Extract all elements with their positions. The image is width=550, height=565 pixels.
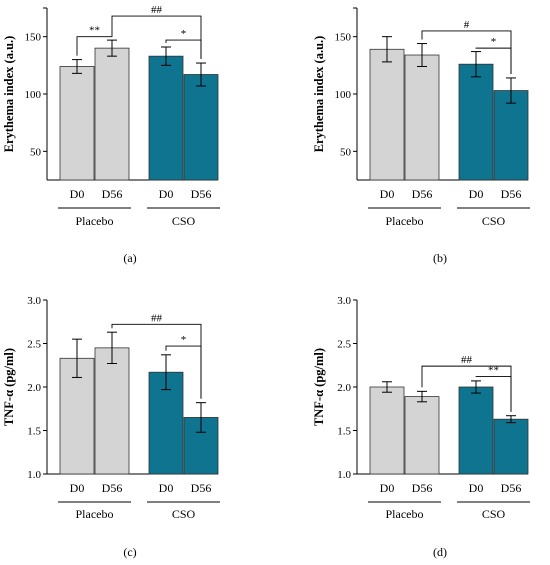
y-tick-label: 2.0 <box>27 382 41 394</box>
group-label: CSO <box>172 507 196 521</box>
y-tick-label: 100 <box>25 89 42 101</box>
y-tick-label: 1.0 <box>337 469 351 481</box>
category-label: D0 <box>159 187 174 201</box>
significance-marker: * <box>491 36 497 48</box>
category-label: D56 <box>191 481 212 495</box>
bar <box>404 54 440 181</box>
significance-marker: ** <box>488 365 499 377</box>
group-label: Placebo <box>76 214 114 228</box>
significance-bracket <box>76 36 113 56</box>
y-tick-label: 50 <box>30 146 42 158</box>
y-tick-label: 100 <box>335 89 352 101</box>
group-label: Placebo <box>386 507 424 521</box>
y-axis-label: Erythema index (a.u.) <box>312 36 326 153</box>
significance-marker: ** <box>89 25 100 37</box>
significance-bracket <box>475 376 512 412</box>
panel-b: 50 100 150 Erythema index (a.u.) D0 D56 D0 D56 P… <box>312 7 530 265</box>
group-label: Placebo <box>76 507 114 521</box>
group-label: CSO <box>482 214 506 228</box>
bar <box>369 48 405 181</box>
category-label: D0 <box>469 187 484 201</box>
y-tick-label: 3.0 <box>337 295 351 307</box>
category-label: D56 <box>412 481 433 495</box>
y-tick-label: 1.5 <box>337 426 351 438</box>
y-axis-label: TNF-α (pg/ml) <box>312 348 326 426</box>
y-tick-label: 2.5 <box>27 339 41 351</box>
category-label: D56 <box>102 481 123 495</box>
y-axis-label: TNF-α (pg/ml) <box>2 348 16 426</box>
bar <box>94 347 130 475</box>
y-tick-label: 50 <box>340 146 352 158</box>
category-label: D0 <box>70 187 85 201</box>
significance-marker: # <box>464 19 470 31</box>
significance-marker: ## <box>151 4 163 16</box>
y-tick-label: 150 <box>25 32 42 44</box>
category-label: D0 <box>70 481 85 495</box>
y-tick-label: 1.0 <box>27 469 41 481</box>
panel-label: (a) <box>123 251 136 265</box>
category-label: D56 <box>501 481 522 495</box>
y-tick-label: 2.0 <box>337 382 351 394</box>
y-tick-label: 3.0 <box>27 295 41 307</box>
category-label: D0 <box>380 481 395 495</box>
bar <box>404 396 440 475</box>
significance-marker: ## <box>151 312 163 324</box>
category-label: D56 <box>102 187 123 201</box>
group-label: CSO <box>172 214 196 228</box>
bar <box>493 418 529 475</box>
panel-label: (b) <box>433 251 447 265</box>
bar <box>493 90 529 181</box>
y-tick-label: 2.5 <box>337 339 351 351</box>
group-label: CSO <box>482 507 506 521</box>
bar <box>94 47 130 181</box>
panel-label: (d) <box>433 545 447 559</box>
significance-marker: * <box>181 334 187 346</box>
bar <box>458 63 494 181</box>
bar <box>458 386 494 475</box>
bar <box>369 386 405 475</box>
bar <box>148 55 184 181</box>
y-tick-label: 1.5 <box>27 426 41 438</box>
panel-c: 1.0 1.5 2.0 2.5 3.0 TNF-α (pg/ml) D0 D56 D0 D56 Pl… <box>2 295 220 559</box>
significance-marker: * <box>181 28 187 40</box>
significance-bracket <box>165 39 202 60</box>
category-label: D0 <box>469 481 484 495</box>
group-label: Placebo <box>386 214 424 228</box>
y-axis-label: Erythema index (a.u.) <box>2 36 16 153</box>
significance-marker: ## <box>461 354 473 366</box>
panel-a: 50 100 150 Erythema index (a.u.) D0 D56 D0 D56 P… <box>2 4 220 265</box>
category-label: D56 <box>501 187 522 201</box>
significance-bracket <box>111 15 202 60</box>
panel-d: 1.0 1.5 2.0 2.5 3.0 TNF-α (pg/ml) D0 D56 D0 D56 Pl… <box>312 295 530 559</box>
category-label: D56 <box>412 187 433 201</box>
category-label: D56 <box>191 187 212 201</box>
y-tick-label: 150 <box>335 32 352 44</box>
panel-label: (c) <box>123 545 136 559</box>
category-label: D0 <box>380 187 395 201</box>
category-label: D0 <box>159 481 174 495</box>
significance-bracket <box>165 345 202 399</box>
significance-bracket <box>475 47 512 74</box>
bar <box>183 74 219 181</box>
bar <box>59 66 95 181</box>
